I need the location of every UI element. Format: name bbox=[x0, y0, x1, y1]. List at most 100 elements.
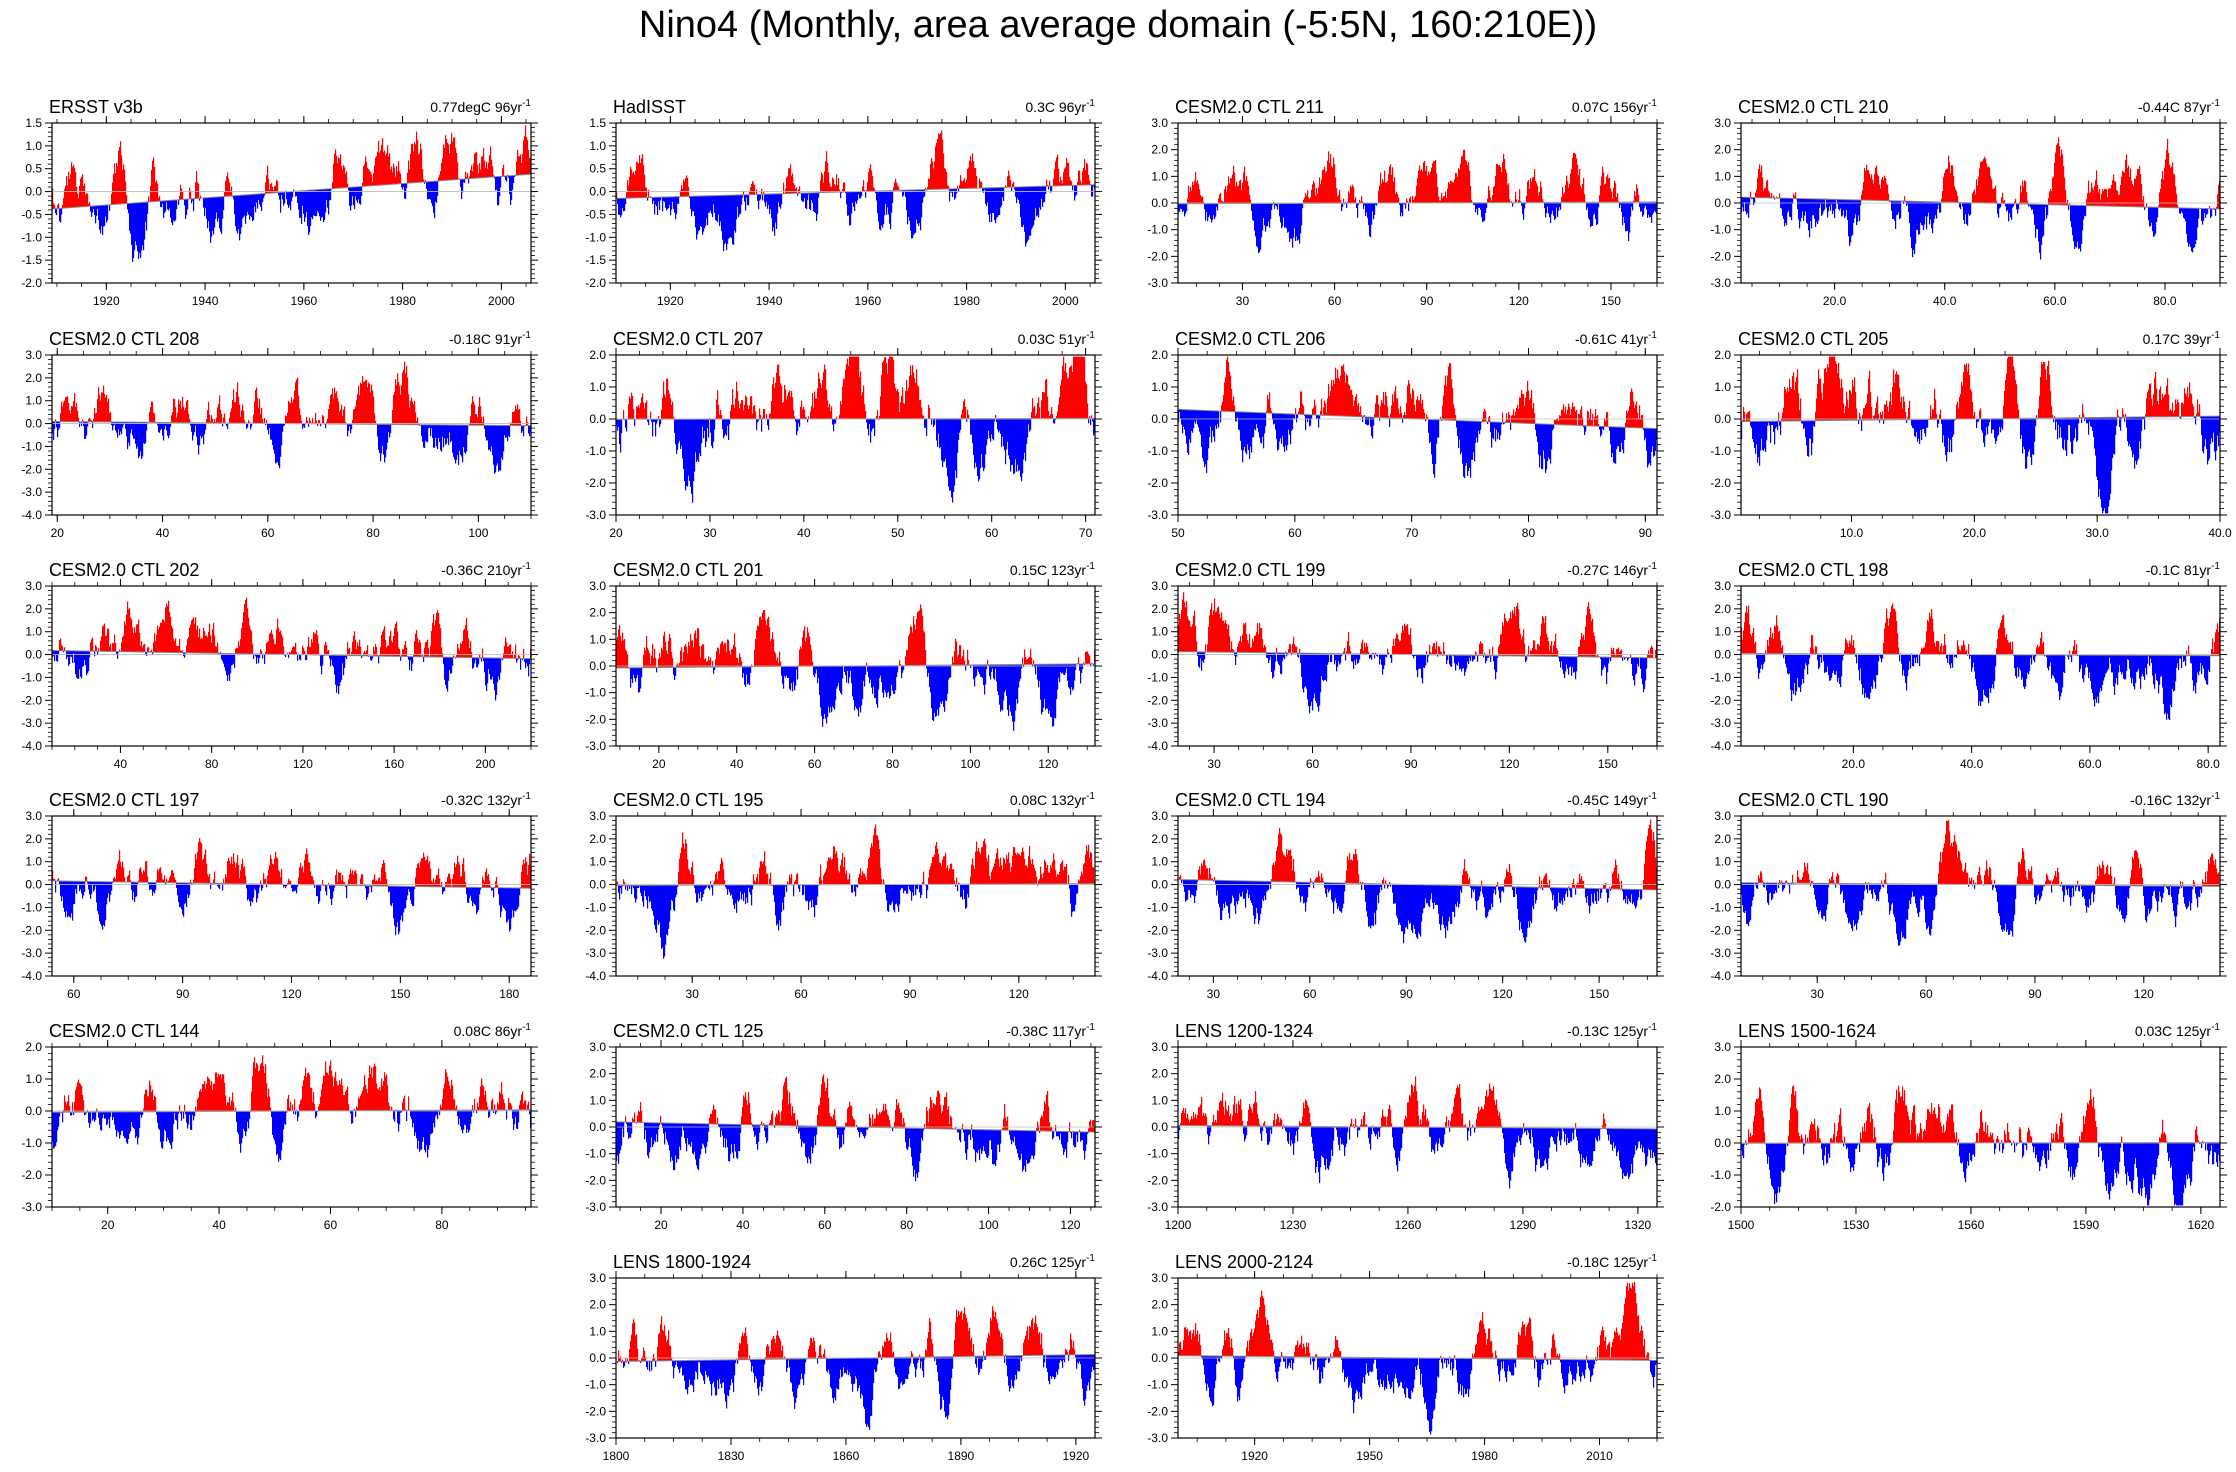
positive-bar bbox=[2116, 189, 2118, 207]
positive-bar bbox=[275, 185, 277, 193]
positive-bar bbox=[646, 187, 648, 198]
positive-bar bbox=[1195, 171, 1197, 204]
negative-bar bbox=[852, 191, 854, 203]
positive-bar bbox=[2050, 188, 2052, 205]
positive-bar bbox=[1430, 171, 1432, 203]
negative-bar bbox=[1031, 186, 1033, 230]
negative-bar bbox=[721, 195, 723, 232]
negative-bar bbox=[1017, 418, 1019, 465]
negative-bar bbox=[166, 422, 168, 431]
negative-bar bbox=[126, 422, 128, 437]
positive-bar bbox=[1562, 409, 1564, 425]
y-tick-label: 0.5 bbox=[25, 162, 42, 176]
negative-bar bbox=[725, 419, 727, 434]
positive-bar bbox=[961, 180, 963, 189]
negative-bar bbox=[2068, 205, 2070, 211]
negative-bar bbox=[1265, 412, 1267, 427]
negative-bar bbox=[1812, 198, 1814, 216]
positive-bar bbox=[930, 163, 932, 190]
negative-bar bbox=[1650, 201, 1652, 217]
positive-bar bbox=[363, 166, 365, 187]
negative-bar bbox=[287, 191, 289, 205]
positive-bar bbox=[231, 408, 233, 424]
positive-bar bbox=[851, 356, 853, 419]
negative-bar bbox=[985, 418, 987, 455]
positive-bar bbox=[623, 409, 625, 420]
positive-bar bbox=[392, 172, 394, 185]
positive-bar bbox=[1830, 356, 1832, 421]
negative-bar bbox=[621, 198, 623, 216]
negative-bar bbox=[144, 202, 146, 240]
positive-bar bbox=[1894, 382, 1896, 420]
negative-bar bbox=[2035, 204, 2037, 238]
negative-bar bbox=[987, 187, 989, 203]
positive-bar bbox=[1837, 372, 1839, 421]
negative-bar bbox=[496, 176, 498, 190]
positive-bar bbox=[1982, 161, 1984, 204]
positive-bar bbox=[1231, 388, 1233, 412]
positive-bar bbox=[1468, 162, 1470, 203]
negative-bar bbox=[1644, 201, 1646, 208]
positive-bar bbox=[341, 404, 343, 424]
negative-bar bbox=[2148, 207, 2150, 221]
negative-bar bbox=[908, 190, 910, 217]
negative-bar bbox=[1274, 413, 1276, 424]
positive-bar bbox=[253, 414, 255, 424]
negative-bar bbox=[715, 195, 717, 221]
negative-bar bbox=[1195, 410, 1197, 424]
positive-bar bbox=[1450, 363, 1452, 421]
negative-bar bbox=[1544, 424, 1546, 459]
negative-bar bbox=[937, 418, 939, 447]
negative-bar bbox=[498, 425, 500, 472]
negative-bar bbox=[889, 190, 891, 224]
negative-bar bbox=[1790, 198, 1792, 218]
positive-bar bbox=[400, 394, 402, 425]
positive-bar bbox=[276, 179, 278, 193]
positive-bar bbox=[1520, 201, 1522, 203]
negative-bar bbox=[989, 187, 991, 223]
positive-bar bbox=[330, 395, 332, 424]
negative-bar bbox=[770, 194, 772, 210]
panel-stat-value: 0.07C 156yr bbox=[1572, 99, 1649, 115]
positive-bar bbox=[834, 184, 836, 193]
negative-bar bbox=[1253, 412, 1255, 438]
positive-bar bbox=[1862, 414, 1864, 421]
positive-bar bbox=[2150, 383, 2152, 417]
negative-bar bbox=[1036, 186, 1038, 217]
positive-bar bbox=[1596, 416, 1598, 427]
negative-bar bbox=[1456, 420, 1458, 428]
negative-bar bbox=[95, 205, 97, 224]
panel-9: 3.02.01.00.0-1.0-2.0-3.0-4.040 80 120 160 20… bbox=[21, 560, 538, 771]
positive-bar bbox=[743, 190, 745, 195]
negative-bar bbox=[98, 205, 100, 221]
positive-bar bbox=[913, 372, 915, 419]
negative-bar bbox=[261, 193, 263, 212]
positive-bar bbox=[1790, 387, 1792, 422]
positive-bar bbox=[1787, 387, 1789, 422]
negative-bar bbox=[273, 423, 275, 450]
positive-bar bbox=[817, 388, 819, 419]
positive-bar bbox=[1386, 396, 1388, 418]
positive-bar bbox=[1045, 380, 1047, 419]
positive-bar bbox=[1043, 391, 1045, 419]
negative-bar bbox=[1654, 201, 1656, 211]
positive-bar bbox=[1081, 356, 1083, 419]
positive-bar bbox=[484, 160, 486, 178]
positive-bar bbox=[2145, 414, 2147, 417]
positive-bar bbox=[1630, 391, 1632, 428]
negative-bar bbox=[129, 422, 131, 446]
positive-bar bbox=[2155, 371, 2157, 417]
positive-bar bbox=[910, 365, 912, 419]
negative-bar bbox=[681, 419, 683, 446]
positive-bar bbox=[1634, 191, 1636, 203]
positive-bar bbox=[254, 401, 256, 424]
negative-bar bbox=[1014, 418, 1016, 474]
negative-bar bbox=[996, 418, 998, 423]
positive-bar bbox=[390, 169, 392, 185]
negative-bar bbox=[657, 419, 659, 421]
negative-bar bbox=[1288, 203, 1290, 232]
positive-bar bbox=[1519, 189, 1521, 203]
negative-bar bbox=[199, 422, 201, 446]
negative-bar bbox=[1844, 199, 1846, 219]
positive-bar bbox=[235, 401, 237, 424]
